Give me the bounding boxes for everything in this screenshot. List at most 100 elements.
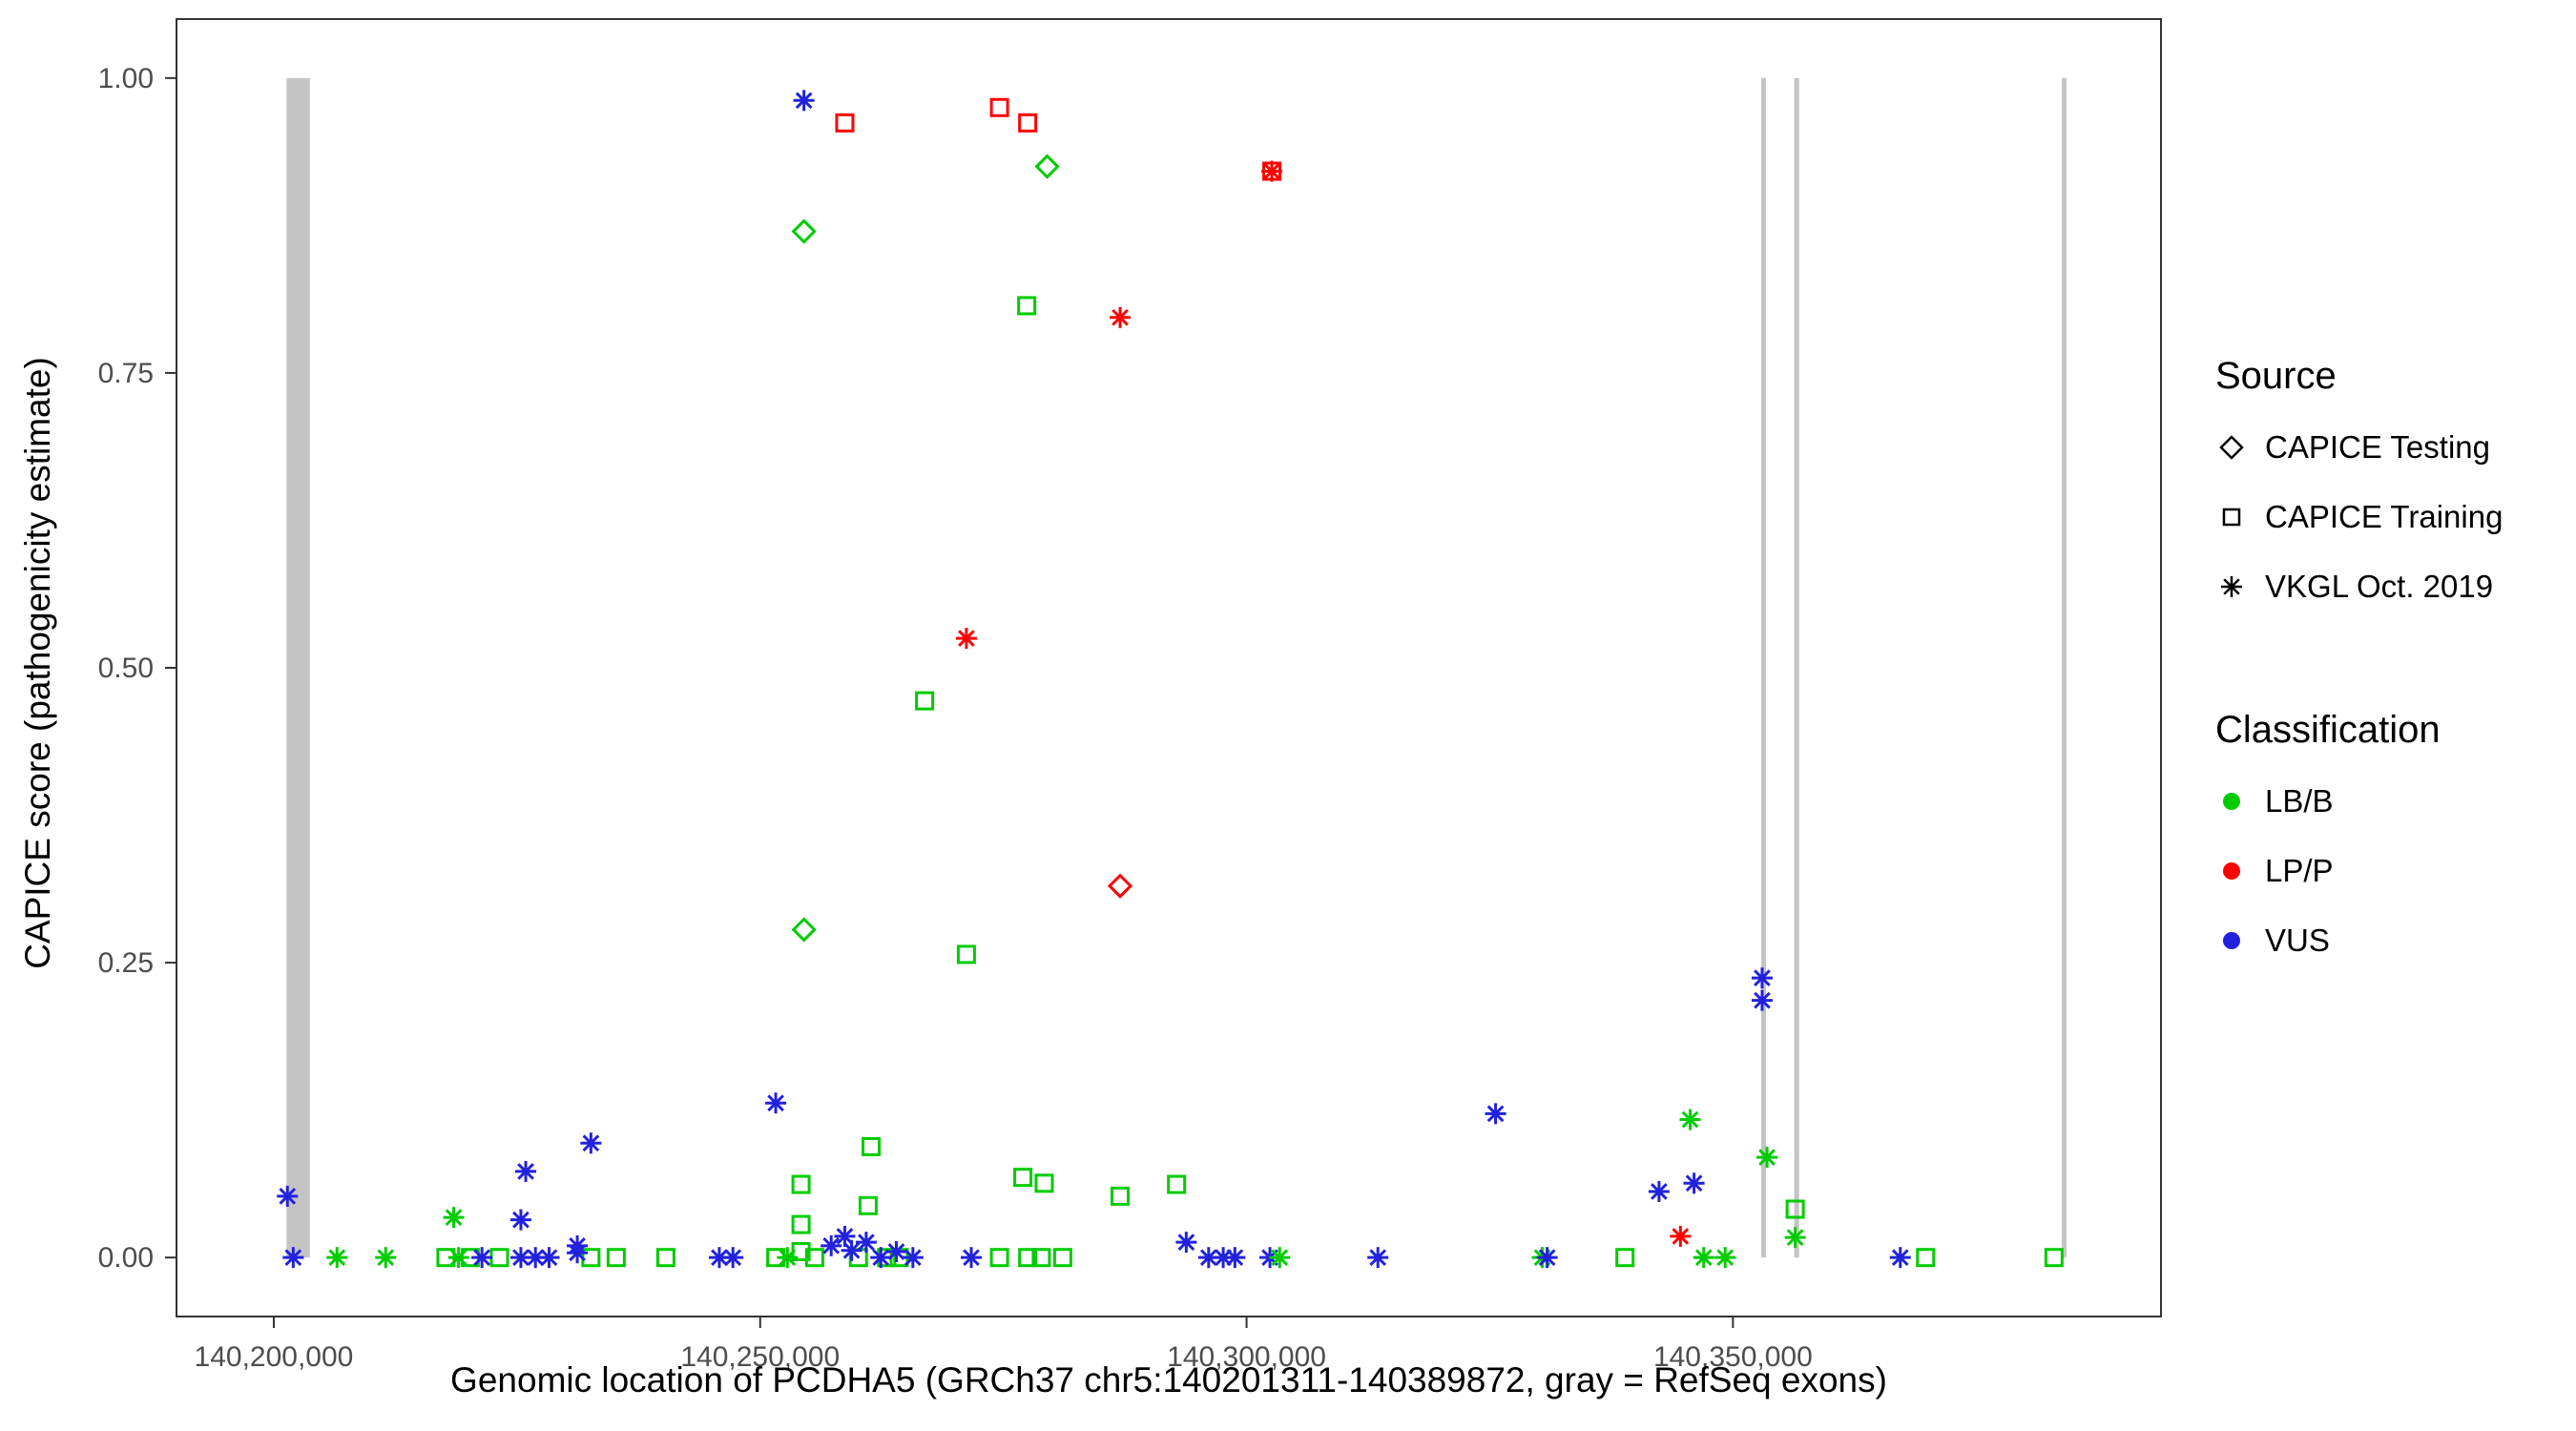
data-point <box>1269 1247 1291 1269</box>
data-point <box>765 1092 787 1114</box>
data-point <box>1167 1174 1187 1194</box>
x-tick-label: 140,300,000 <box>1167 1341 1326 1373</box>
data-point <box>1034 154 1060 179</box>
data-point <box>1197 1247 1219 1269</box>
data-point <box>989 1248 1009 1268</box>
data-point <box>793 90 815 112</box>
data-point <box>1536 1247 1558 1269</box>
diamond-icon <box>2215 431 2265 464</box>
data-point <box>791 218 817 244</box>
data-point <box>1107 873 1133 899</box>
y-tick-label: 0.00 <box>98 1242 154 1274</box>
data-point <box>1670 1225 1692 1247</box>
data-point <box>956 944 976 964</box>
data-point <box>1111 1186 1131 1206</box>
data-point <box>326 1247 348 1269</box>
data-point <box>1485 1103 1506 1125</box>
data-point <box>471 1247 493 1269</box>
x-tick-label: 140,250,000 <box>680 1341 840 1373</box>
data-point <box>1052 1248 1072 1268</box>
data-point <box>375 1247 397 1269</box>
data-point <box>902 1247 924 1269</box>
legend-item-capice-testing: CAPICE Testing <box>2215 412 2503 482</box>
x-tick-label: 140,350,000 <box>1653 1341 1813 1373</box>
y-tick-label: 1.00 <box>98 63 154 94</box>
data-point <box>1785 1199 1805 1219</box>
legend-label: VUS <box>2265 922 2330 958</box>
data-point <box>791 917 817 943</box>
data-point <box>1175 1232 1197 1254</box>
data-point <box>655 1248 675 1268</box>
legend-item-lpp: LP/P <box>2215 836 2503 905</box>
data-point <box>443 1207 465 1229</box>
blue-dot-icon <box>2215 924 2265 957</box>
data-point <box>606 1248 626 1268</box>
legend-label: VKGL Oct. 2019 <box>2265 568 2494 604</box>
y-tick-label: 0.50 <box>98 653 154 684</box>
legend-source-group: Source CAPICE Testing CAPICE Training <box>2215 353 2503 621</box>
data-point <box>1224 1247 1246 1269</box>
data-point <box>1714 1247 1736 1269</box>
legend-label: LP/P <box>2265 852 2334 888</box>
data-point <box>1261 160 1283 182</box>
data-point <box>1110 306 1132 328</box>
data-point <box>870 1247 892 1269</box>
data-point <box>835 113 855 133</box>
data-point <box>538 1247 560 1269</box>
exon-bar <box>1794 77 1799 1258</box>
legend-label: CAPICE Training <box>2265 498 2503 534</box>
data-point <box>1031 1248 1051 1268</box>
green-dot-icon <box>2215 785 2265 818</box>
legend-source-title: Source <box>2215 355 2337 397</box>
y-tick-label: 0.25 <box>98 947 154 979</box>
data-point <box>2044 1248 2064 1268</box>
data-point <box>1693 1247 1714 1269</box>
data-point <box>1916 1248 1936 1268</box>
data-point <box>1017 296 1037 316</box>
red-dot-icon <box>2215 855 2265 887</box>
data-point <box>1018 113 1038 133</box>
data-point <box>1367 1247 1389 1269</box>
data-point <box>1751 989 1773 1011</box>
data-point <box>1013 1168 1033 1188</box>
data-point <box>277 1185 299 1207</box>
legend: Source CAPICE Testing CAPICE Training <box>2215 353 2503 975</box>
data-point <box>915 691 935 711</box>
exon-bar <box>286 77 310 1258</box>
y-axis-title: CAPICE score (pathogenicity estimate) <box>18 357 57 969</box>
data-point <box>858 1195 878 1215</box>
data-point <box>841 1239 862 1261</box>
data-point <box>489 1248 509 1268</box>
data-point <box>282 1247 304 1269</box>
data-point <box>791 1174 811 1194</box>
data-point <box>1889 1247 1911 1269</box>
data-point <box>821 1234 842 1256</box>
legend-item-lbb: LB/B <box>2215 766 2503 836</box>
data-point <box>885 1241 907 1262</box>
legend-classification-title: Classification <box>2215 709 2441 751</box>
panel-border <box>176 18 2162 1317</box>
data-point <box>567 1242 589 1264</box>
legend-item-capice-training: CAPICE Training <box>2215 482 2503 551</box>
legend-item-vus: VUS <box>2215 905 2503 975</box>
data-point <box>955 628 977 650</box>
legend-label: CAPICE Testing <box>2265 428 2490 465</box>
y-tick-label: 0.75 <box>98 358 154 389</box>
legend-item-vkgl: VKGL Oct. 2019 <box>2215 551 2503 621</box>
data-point <box>580 1132 602 1154</box>
data-point <box>804 1248 824 1268</box>
data-point <box>515 1160 537 1182</box>
data-point <box>1784 1227 1806 1249</box>
data-point <box>791 1214 811 1234</box>
legend-classification-group: Classification LB/B LP/P VUS <box>2215 707 2503 975</box>
data-point <box>1615 1248 1635 1268</box>
data-point <box>961 1247 983 1269</box>
asterisk-icon <box>2215 570 2265 603</box>
data-point <box>777 1247 799 1269</box>
data-point <box>509 1209 531 1231</box>
square-icon <box>2215 501 2265 533</box>
exon-bar <box>2062 77 2067 1258</box>
data-point <box>855 1232 877 1254</box>
data-point <box>447 1247 469 1269</box>
data-point <box>862 1136 881 1156</box>
